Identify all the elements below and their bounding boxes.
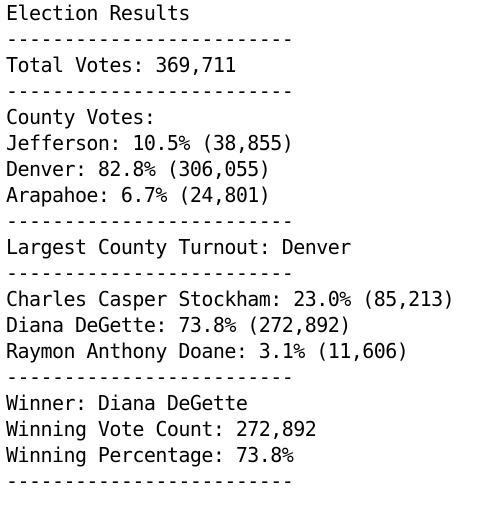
separator-line: ------------------------- bbox=[6, 27, 294, 51]
county-line-arapahoe: Arapahoe: 6.7% (24,801) bbox=[6, 183, 271, 207]
separator-line: ------------------------- bbox=[6, 469, 294, 493]
county-line-jefferson: Jefferson: 10.5% (38,855) bbox=[6, 131, 294, 155]
winning-percentage-line: Winning Percentage: 73.8% bbox=[6, 443, 294, 467]
county-votes-header: County Votes: bbox=[6, 105, 156, 129]
winning-vote-count-line: Winning Vote Count: 272,892 bbox=[6, 417, 317, 441]
winner-name-line: Winner: Diana DeGette bbox=[6, 391, 248, 415]
candidate-line-doane: Raymon Anthony Doane: 3.1% (11,606) bbox=[6, 339, 409, 363]
results-title: Election Results bbox=[6, 1, 190, 25]
election-results-output: Election Results -----------------------… bbox=[6, 0, 476, 494]
largest-county-line: Largest County Turnout: Denver bbox=[6, 235, 351, 259]
candidate-line-stockham: Charles Casper Stockham: 23.0% (85,213) bbox=[6, 287, 455, 311]
separator-line: ------------------------- bbox=[6, 365, 294, 389]
total-votes-line: Total Votes: 369,711 bbox=[6, 53, 236, 77]
separator-line: ------------------------- bbox=[6, 79, 294, 103]
separator-line: ------------------------- bbox=[6, 261, 294, 285]
candidate-line-degette: Diana DeGette: 73.8% (272,892) bbox=[6, 313, 351, 337]
separator-line: ------------------------- bbox=[6, 209, 294, 233]
county-line-denver: Denver: 82.8% (306,055) bbox=[6, 157, 271, 181]
